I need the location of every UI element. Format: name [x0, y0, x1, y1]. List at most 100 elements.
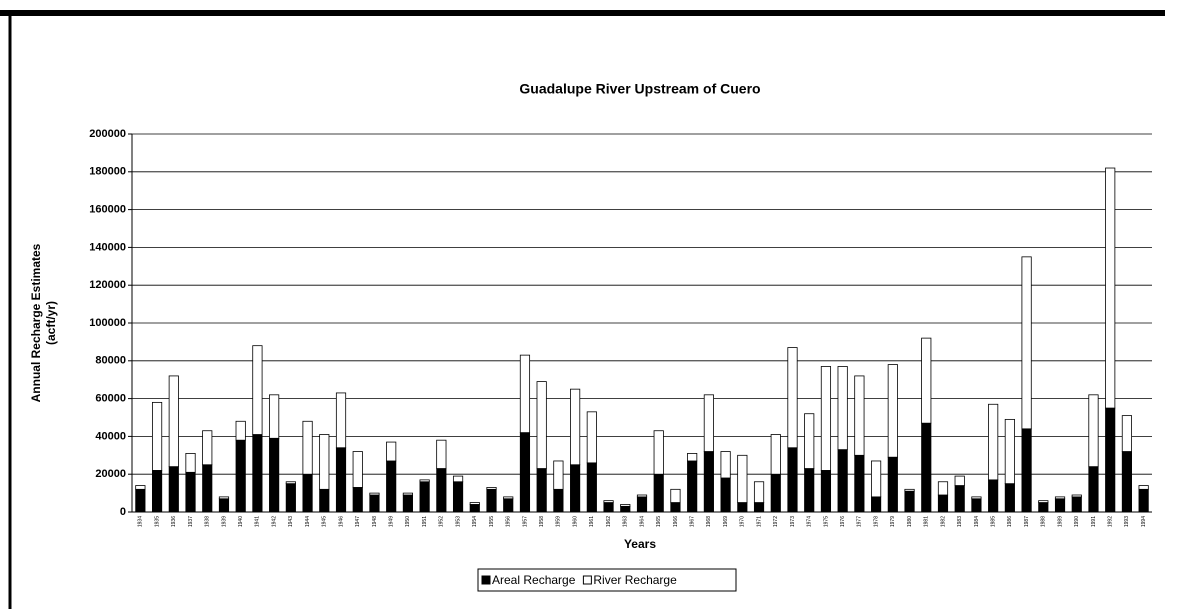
bar-segment	[921, 337, 932, 424]
bar-segment	[252, 434, 263, 513]
bar-segment	[1105, 407, 1116, 513]
legend-label: River Recharge	[593, 573, 677, 587]
y-tick-label: 120000	[89, 279, 126, 291]
bar-segment	[452, 481, 464, 513]
bar-segment	[1121, 415, 1133, 452]
x-tick-label: 1988	[1041, 516, 1047, 527]
bar-segment	[1004, 483, 1015, 513]
x-tick-label: 1940	[238, 516, 244, 527]
x-tick-label: 1955	[489, 516, 495, 527]
bar-segment	[921, 422, 932, 513]
x-tick-label: 1949	[389, 516, 395, 527]
bar-segment	[871, 460, 882, 498]
x-tick-label: 1973	[790, 516, 796, 527]
bar-segment	[820, 366, 832, 471]
bar-segment	[519, 354, 531, 434]
bar-segment	[1004, 418, 1015, 485]
bar-segment	[837, 366, 848, 451]
bar-segment	[218, 498, 230, 513]
bar-segment	[1105, 167, 1116, 409]
bar-segment	[252, 345, 263, 435]
bar-segment	[151, 401, 163, 471]
bar-segment	[687, 453, 698, 462]
x-tick-label: 1951	[422, 516, 428, 527]
x-tick-label: 1937	[188, 516, 194, 527]
x-tick-label: 1990	[1074, 516, 1080, 527]
bar-segment	[770, 434, 781, 475]
x-tick-label: 1985	[990, 516, 996, 527]
bar-segment	[319, 488, 330, 513]
bar-segment	[737, 502, 748, 513]
y-tick-label: 60000	[95, 393, 126, 405]
y-tick-label: 140000	[89, 241, 126, 253]
x-tick-label: 1982	[940, 516, 946, 527]
x-tick-label: 1965	[656, 516, 662, 527]
x-tick-label: 1962	[606, 516, 612, 527]
x-tick-label: 1992	[1108, 516, 1114, 527]
x-tick-label: 1968	[706, 516, 712, 527]
x-axis-label: Years	[624, 537, 656, 551]
bar-segment	[854, 375, 865, 456]
bar-segment	[570, 464, 581, 513]
bar-segment	[1138, 488, 1149, 513]
bar-segment	[653, 430, 664, 475]
x-tick-label: 1956	[506, 516, 512, 527]
y-tick-label: 80000	[95, 355, 126, 367]
bar-segment	[937, 494, 949, 513]
bar-segment	[937, 481, 949, 496]
bar-segment	[553, 460, 564, 490]
y-tick-label: 20000	[95, 468, 126, 480]
bar-segment	[570, 388, 581, 466]
x-tick-label: 1961	[589, 516, 595, 527]
bar-segment	[369, 492, 380, 496]
bar-segment	[302, 420, 313, 475]
bar-segment	[1071, 496, 1082, 513]
bar-segment	[135, 488, 146, 513]
x-tick-label: 1953	[455, 516, 461, 527]
bar-segment	[335, 447, 347, 513]
x-tick-label: 1975	[823, 516, 829, 527]
bar-segment	[553, 488, 564, 513]
bar-segment	[1038, 502, 1049, 513]
bar-segment	[335, 392, 347, 449]
bar-segment	[319, 434, 330, 490]
bar-segment	[887, 364, 898, 458]
bar-segment	[386, 441, 397, 462]
x-tick-label: 1942	[271, 516, 277, 527]
x-tick-label: 1983	[957, 516, 963, 527]
bar-segment	[1138, 485, 1149, 490]
legend-box	[477, 568, 737, 592]
bar-segment	[971, 496, 982, 500]
legend-label: Areal Recharge	[492, 573, 576, 587]
bar-segment	[854, 454, 865, 513]
bar-segment	[218, 496, 230, 500]
bar-segment	[386, 460, 397, 513]
y-tick-label: 200000	[89, 128, 126, 140]
bar-segment	[1071, 494, 1082, 498]
bar-segment	[185, 471, 196, 513]
bar-segment	[352, 487, 363, 513]
bar-segment	[419, 479, 430, 483]
bar-segment	[837, 449, 848, 513]
bar-segment	[369, 494, 380, 513]
bar-segment	[670, 502, 681, 513]
y-tick-label: 180000	[89, 166, 126, 178]
x-tick-label: 1943	[288, 516, 294, 527]
bar-segment	[1021, 428, 1032, 513]
x-tick-label: 1987	[1024, 516, 1030, 527]
y-tick-label: 40000	[95, 430, 126, 442]
x-tick-label: 1960	[572, 516, 578, 527]
bar-segment	[469, 502, 480, 505]
bar-segment	[954, 485, 965, 513]
bar-segment	[436, 468, 447, 513]
x-tick-label: 1947	[355, 516, 361, 527]
x-tick-label: 1946	[338, 516, 344, 527]
legend-swatch	[481, 575, 491, 585]
bar-segment	[352, 451, 363, 488]
bar-segment	[235, 420, 246, 441]
bar-segment	[1038, 500, 1049, 503]
bar-segment	[1054, 498, 1066, 513]
bar-segment	[720, 477, 731, 513]
bar-segment	[1088, 466, 1099, 513]
x-tick-label: 1970	[740, 516, 746, 527]
